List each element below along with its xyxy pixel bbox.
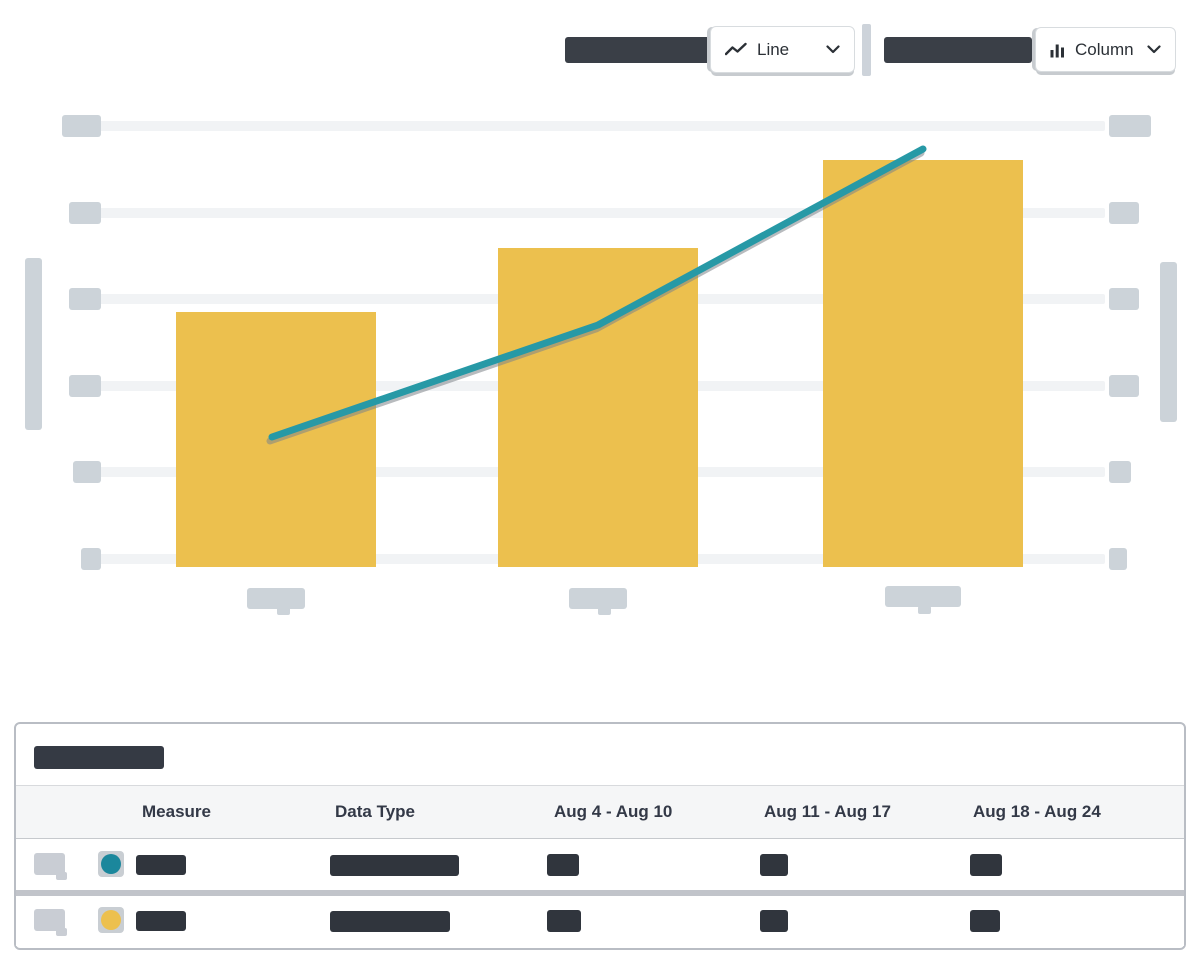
chart-type-label-redacted <box>565 37 715 63</box>
x-label-redacted-descender <box>277 607 290 615</box>
right-y-tick-redacted <box>1109 202 1139 224</box>
chevron-down-icon <box>1147 45 1161 54</box>
cell-value-redacted <box>547 910 581 932</box>
cell-value-redacted <box>760 854 788 876</box>
x-label-redacted <box>247 588 305 609</box>
data-type-value-redacted <box>330 911 450 932</box>
line-type-dropdown[interactable]: Line <box>710 26 855 73</box>
col-header-aug11: Aug 11 - Aug 17 <box>764 802 891 821</box>
x-label-redacted <box>569 588 627 609</box>
x-label-redacted <box>885 586 961 607</box>
series-swatch <box>101 854 121 874</box>
measure-value-redacted <box>136 911 186 931</box>
line-type-value: Line <box>757 39 790 59</box>
column-type-value: Column <box>1075 39 1134 59</box>
column-bar[interactable] <box>498 248 698 567</box>
left-y-tick-redacted <box>69 288 101 310</box>
col-header-data-type: Data Type <box>335 802 415 821</box>
column-type-dropdown[interactable]: Column <box>1035 27 1176 72</box>
data-type-value-redacted <box>330 855 459 876</box>
visibility-icon-redacted[interactable] <box>34 853 67 880</box>
right-y-tick-redacted <box>1109 115 1151 137</box>
left-y-tick-redacted <box>81 548 101 570</box>
row-divider <box>16 890 1184 896</box>
right-y-tick-redacted <box>1109 461 1131 483</box>
cell-value-redacted <box>970 854 1002 876</box>
left-y-axis-title-redacted <box>25 258 42 430</box>
left-y-tick-redacted <box>69 202 101 224</box>
chevron-down-icon <box>826 45 840 54</box>
breakdown-table: Measure Data Type Aug 4 - Aug 10 Aug 11 … <box>14 722 1186 950</box>
column-bar[interactable] <box>823 159 1023 567</box>
left-y-tick-redacted <box>69 375 101 397</box>
right-y-tick-redacted <box>1109 288 1139 310</box>
cell-value-redacted <box>970 910 1000 932</box>
series-swatch-wrap <box>98 907 124 933</box>
gridline <box>97 121 1105 131</box>
right-y-tick-redacted <box>1109 548 1127 570</box>
right-y-tick-redacted <box>1109 375 1139 397</box>
cell-value-redacted <box>547 854 579 876</box>
col-header-aug18: Aug 18 - Aug 24 <box>973 802 1101 821</box>
table-title-redacted <box>34 746 164 769</box>
column-type-label-redacted <box>884 37 1032 63</box>
table-row <box>16 896 1184 946</box>
chart-legend <box>0 640 1201 685</box>
column-chart-icon <box>1050 42 1065 58</box>
series-swatch <box>101 910 121 930</box>
toolbar-divider <box>862 24 871 76</box>
column-bar[interactable] <box>176 312 376 567</box>
col-header-measure: Measure <box>142 802 211 821</box>
visibility-icon-redacted[interactable] <box>34 909 67 936</box>
measure-value-redacted <box>136 855 186 875</box>
chart-plot <box>25 115 1177 615</box>
series-swatch-wrap <box>98 851 124 877</box>
x-label-redacted-descender <box>918 606 931 614</box>
x-label-redacted-descender <box>598 607 611 615</box>
left-y-tick-redacted <box>62 115 101 137</box>
cell-value-redacted <box>760 910 788 932</box>
left-y-tick-redacted <box>73 461 101 483</box>
table-header-row: Measure Data Type Aug 4 - Aug 10 Aug 11 … <box>16 785 1184 839</box>
col-header-aug4: Aug 4 - Aug 10 <box>554 802 673 821</box>
right-y-axis-title-redacted <box>1160 262 1177 422</box>
line-chart-icon <box>725 42 747 57</box>
table-row <box>16 840 1184 890</box>
